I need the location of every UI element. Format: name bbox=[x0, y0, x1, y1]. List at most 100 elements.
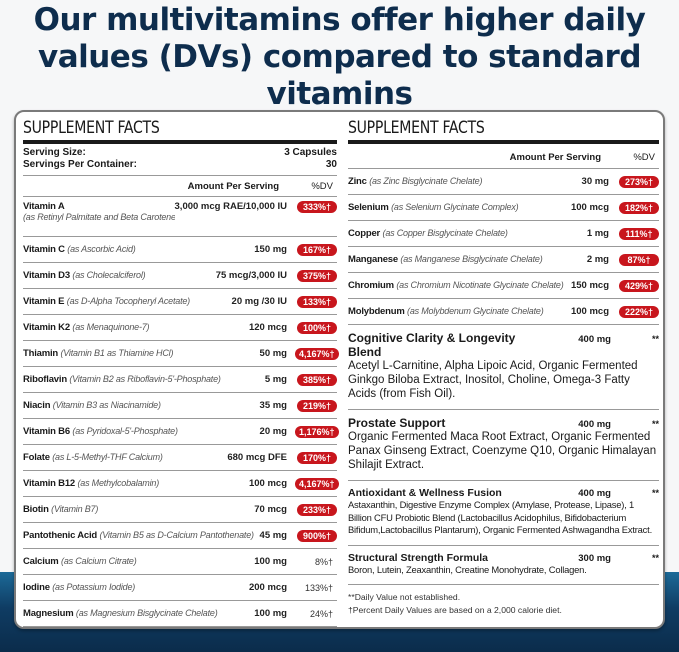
dv-cell: 385%† bbox=[295, 373, 337, 386]
dv-header: %DV bbox=[311, 180, 333, 192]
supplement-facts-panel: SUPPLEMENT FACTS Serving Size: 3 Capsules… bbox=[14, 110, 665, 629]
dv-value: 8%† bbox=[314, 556, 333, 567]
dv-cell: 87%† bbox=[617, 253, 659, 266]
nutrient-name: Vitamin K2 bbox=[23, 322, 70, 333]
nutrient-name-cell: Calcium (as Calcium Citrate) bbox=[23, 556, 254, 567]
servings-value: 30 bbox=[325, 159, 337, 170]
nutrient-row: Biotin (Vitamin B7) 70 mcg 233%† bbox=[23, 497, 337, 523]
nutrient-amount: 75 mcg/3,000 IU bbox=[215, 270, 287, 281]
title-rule bbox=[348, 140, 659, 144]
nutrient-source: (as Menaquinone-7) bbox=[72, 322, 150, 332]
nutrient-row: Copper (as Copper Bisglycinate Chelate) 1… bbox=[348, 221, 659, 247]
nutrient-name-cell: Manganese (as Manganese Bisglycinate Che… bbox=[348, 254, 587, 265]
blend-header: Antioxidant & Wellness Fusion 400 mg ** bbox=[348, 487, 659, 499]
nutrient-amount: 20 mg bbox=[259, 426, 287, 437]
dv-cell: 24%† bbox=[295, 609, 337, 619]
nutrient-amount: 3,000 mcg RAE/10,000 IU bbox=[174, 201, 287, 212]
nutrient-name-cell: Molybdenum (as Molybdenum Glycinate Chel… bbox=[348, 306, 571, 317]
footnotes: **Daily Value not established. †Percent … bbox=[348, 585, 659, 617]
dv-cell: 429%† bbox=[617, 279, 659, 292]
nutrient-name-cell: Riboflavin (Vitamin B2 as Riboflavin-5'-… bbox=[23, 374, 265, 385]
serving-size-label: Serving Size: bbox=[23, 147, 86, 158]
serving-size-value: 3 Capsules bbox=[284, 147, 337, 158]
blend-dv: ** bbox=[651, 419, 659, 429]
nutrient-name: Copper bbox=[348, 228, 381, 239]
headline: Our multivitamins offer higher daily val… bbox=[33, 2, 646, 112]
dv-badge: 133%† bbox=[297, 295, 337, 308]
nutrient-name: Vitamin A bbox=[23, 201, 65, 212]
dv-badge: 100%† bbox=[297, 321, 337, 334]
nutrient-amount: 100 mcg bbox=[570, 202, 609, 213]
nutrient-row: Iodine (as Potassium Iodide) 200 mcg 133%† bbox=[23, 575, 337, 601]
nutrient-row: Vitamin K2 (as Menaquinone-7) 120 mcg 100%… bbox=[23, 315, 337, 341]
nutrient-name-cell: Vitamin A (as Retinyl Palmitate and Beta … bbox=[23, 201, 175, 223]
nutrient-name-cell: Vitamin B12 (as Methylcobalamin) bbox=[23, 478, 249, 489]
nutrient-name: Manganese bbox=[348, 254, 398, 265]
nutrient-amount: 100 mg bbox=[254, 556, 287, 567]
nutrient-row: Molybdenum (as Molybdenum Glycinate Chel… bbox=[348, 299, 659, 325]
nutrient-amount: 45 mg bbox=[259, 530, 287, 541]
dv-badge: 219%† bbox=[297, 399, 337, 412]
amount-header: Amount Per Serving bbox=[187, 180, 279, 192]
nutrient-name: Vitamin B6 bbox=[23, 426, 70, 437]
nutrient-name-cell: Thiamin (Vitamin B1 as Thiamine HCl) bbox=[23, 348, 260, 359]
blend-header: Prostate Support 400 mg ** bbox=[348, 416, 659, 430]
nutrient-source: (as Copper Bisglycinate Chelate) bbox=[382, 228, 508, 238]
nutrient-name: Biotin bbox=[23, 504, 49, 515]
nutrient-amount: 120 mcg bbox=[248, 322, 287, 333]
nutrient-amount: 20 mg /30 IU bbox=[231, 296, 287, 307]
blend-ingredients: Acetyl L-Carnitine, Alpha Lipoic Acid, O… bbox=[348, 360, 638, 400]
nutrient-amount: 150 mg bbox=[254, 244, 287, 255]
blend-amount: 400 mg bbox=[578, 488, 611, 499]
blend-amount: 300 mg bbox=[578, 552, 611, 564]
nutrient-name: Zinc bbox=[348, 176, 367, 187]
dv-badge: 4,167%† bbox=[295, 477, 339, 490]
dv-cell: 219%† bbox=[295, 399, 337, 412]
nutrient-row: Zinc (as Zinc Bisglycinate Chelate) 30 mg… bbox=[348, 169, 659, 195]
nutrient-row: Vitamin D3 (as Cholecalciferol) 75 mcg/3,… bbox=[23, 263, 337, 289]
blend-ingredients: Astaxanthin, Digestive Enzyme Complex (A… bbox=[348, 499, 652, 535]
footnote: †Percent Daily Values are based on a 2,0… bbox=[348, 605, 562, 615]
dv-cell: 100%† bbox=[295, 321, 337, 334]
nutrient-source: (Vitamin B7) bbox=[51, 504, 99, 514]
blend-ingredients: Organic Fermented Maca Root Extract, Org… bbox=[348, 431, 657, 471]
dv-badge: 182%† bbox=[619, 201, 659, 214]
dv-cell: 233%† bbox=[295, 503, 337, 516]
nutrient-row: Selenium (as Selenium Glycinate Complex)… bbox=[348, 195, 659, 221]
dv-cell: 133%† bbox=[295, 583, 337, 593]
nutrient-amount: 100 mg bbox=[254, 608, 287, 619]
nutrient-name: Niacin bbox=[23, 400, 51, 411]
dv-cell: 133%† bbox=[295, 295, 337, 308]
nutrient-name-cell: Pantothenic Acid (Vitamin B5 as D-Calciu… bbox=[23, 530, 260, 541]
blend-block: Cognitive Clarity & Longevity Blend 400 m… bbox=[348, 325, 659, 410]
dv-cell: 182%† bbox=[617, 201, 659, 214]
nutrient-source: (Vitamin B1 as Thiamine HCl) bbox=[60, 348, 174, 358]
title-rule bbox=[23, 140, 337, 144]
dv-badge: 385%† bbox=[297, 373, 337, 386]
dv-badge: 900%† bbox=[297, 529, 337, 542]
nutrient-name: Calcium bbox=[23, 556, 59, 567]
nutrient-amount: 1 mg bbox=[586, 228, 609, 239]
nutrient-source: (as Methylcobalamin) bbox=[77, 478, 159, 488]
nutrient-source: (as L-5-Methyl-THF Calcium) bbox=[52, 452, 163, 462]
nutrient-row: Manganese (as Manganese Bisglycinate Che… bbox=[348, 247, 659, 273]
nutrient-name: Riboflavin bbox=[23, 374, 67, 385]
nutrient-row: Vitamin C (as Ascorbic Acid) 150 mg 167%† bbox=[23, 237, 337, 263]
nutrient-name-cell: Vitamin C (as Ascorbic Acid) bbox=[23, 244, 254, 255]
nutrient-name-cell: Vitamin D3 (as Cholecalciferol) bbox=[23, 270, 216, 281]
nutrient-source: (as Manganese Bisglycinate Chelate) bbox=[400, 254, 543, 264]
column-header: Amount Per Serving %DV bbox=[23, 175, 337, 197]
blend-block: Structural Strength Formula 300 mg ** Boron… bbox=[348, 546, 659, 585]
servings-per-container: Servings Per Container: 30 bbox=[23, 159, 337, 171]
blend-block: Antioxidant & Wellness Fusion 400 mg ** Ast… bbox=[348, 481, 659, 546]
nutrient-source: (as Pyridoxal-5'-Phosphate) bbox=[72, 426, 178, 436]
dv-cell: 222%† bbox=[617, 305, 659, 318]
nutrient-name: Folate bbox=[23, 452, 50, 463]
nutrient-amount: 50 mg bbox=[259, 348, 287, 359]
nutrient-amount: 35 mg bbox=[259, 400, 287, 411]
nutrient-row: Vitamin B6 (as Pyridoxal-5'-Phosphate) 20… bbox=[23, 419, 339, 445]
blend-block: Prostate Support 400 mg ** Organic Fermente… bbox=[348, 410, 659, 481]
nutrient-source: (as Selenium Glycinate Complex) bbox=[391, 202, 519, 212]
right-facts-column: SUPPLEMENT FACTS Amount Per Serving %DV Z… bbox=[348, 118, 659, 617]
blend-name: Antioxidant & Wellness Fusion bbox=[348, 487, 502, 499]
